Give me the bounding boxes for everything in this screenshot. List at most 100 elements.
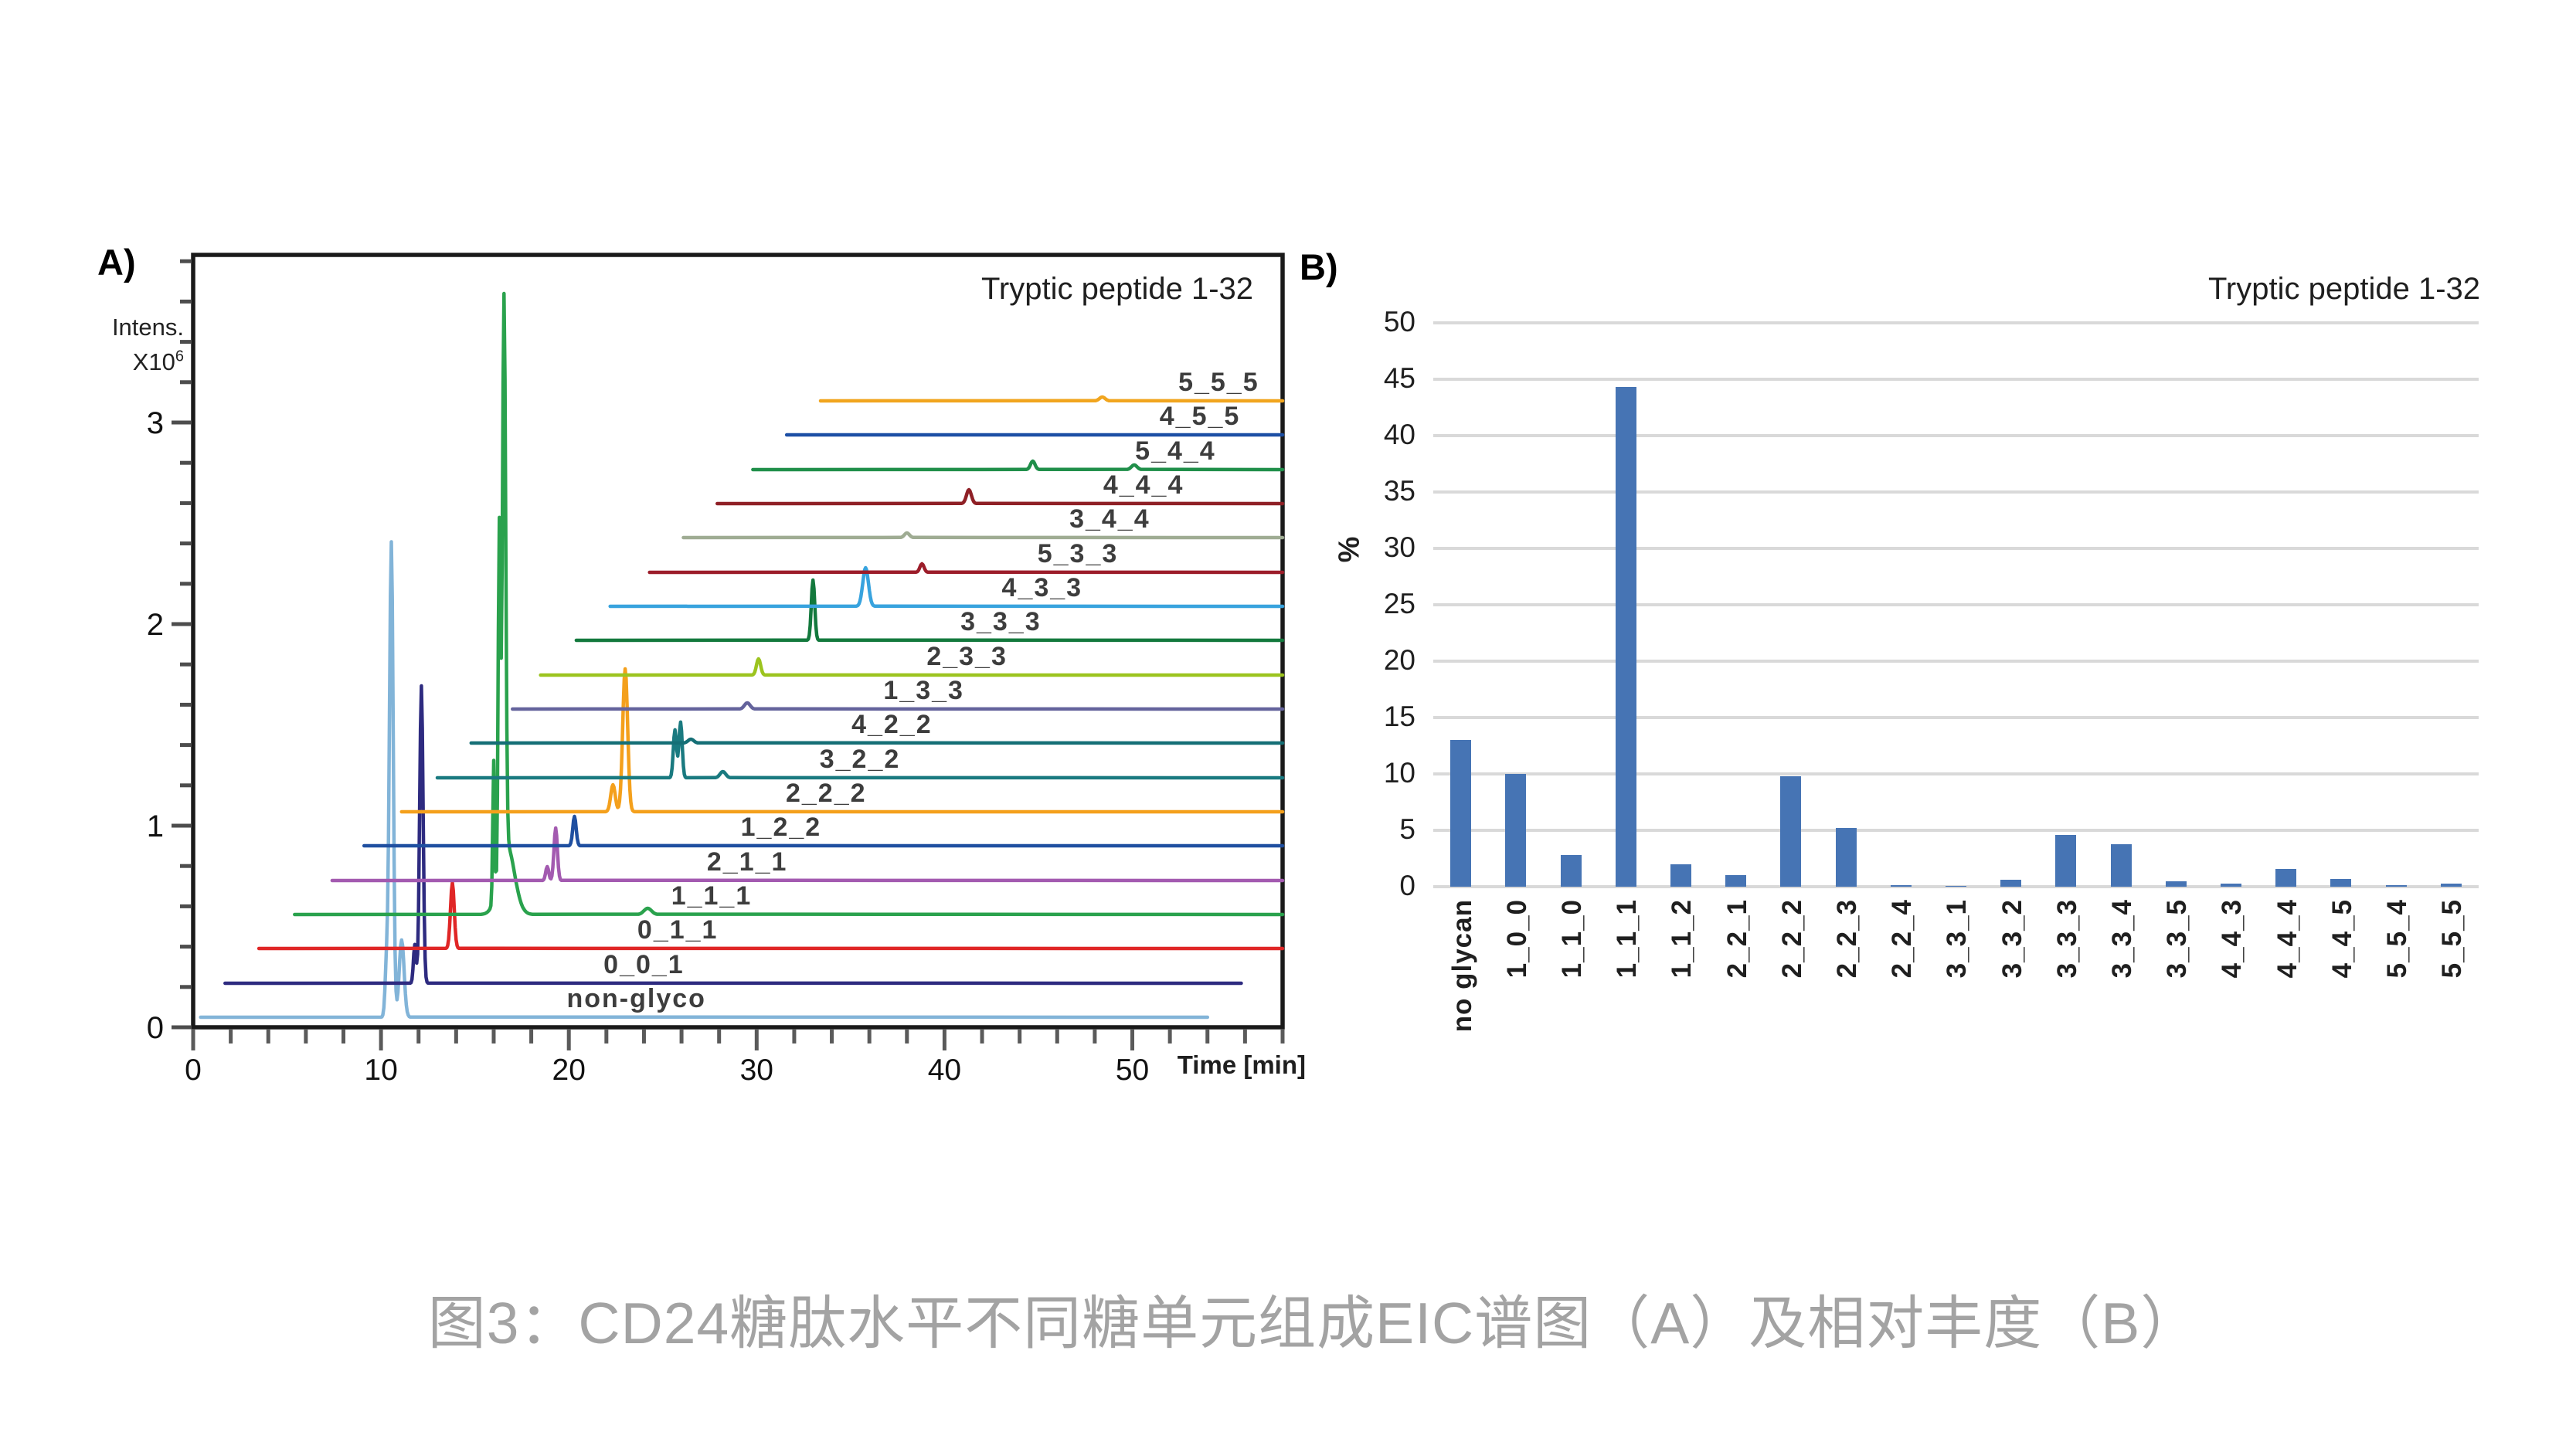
bar-1_1_0 [1560,855,1582,887]
gridline-0 [1433,885,2479,888]
x-tick-label-10: 10 [364,1054,397,1087]
b-y-tick-label-25: 25 [1383,588,1415,619]
bar-category-label-5_5_5: 5_5_5 [2437,899,2468,979]
trace-label-5_4_4: 5_4_4 [1135,436,1216,466]
trace-label-2_3_3: 2_3_3 [926,642,1008,671]
gridline-20 [1433,660,2479,663]
trace-label-0_0_1: 0_0_1 [603,950,685,979]
gridline-5 [1433,829,2479,832]
trace-non-glyco [199,540,1210,1020]
b-y-tick-label-45: 45 [1383,362,1415,394]
gridline-15 [1433,716,2479,719]
trace-label-2_1_1: 2_1_1 [707,847,788,877]
trace-label-3_4_4: 3_4_4 [1069,504,1150,534]
b-y-tick-label-20: 20 [1383,644,1415,676]
trace-label-0_1_1: 0_1_1 [637,915,719,945]
bar-2_2_3 [1835,828,1857,887]
bar-2_2_1 [1725,875,1747,887]
b-y-tick-label-35: 35 [1383,475,1415,507]
trace-label-5_5_5: 5_5_5 [1178,368,1259,397]
gridline-45 [1433,378,2479,381]
trace-label-3_3_3: 3_3_3 [960,607,1042,636]
bar-category-label-1_1_1: 1_1_1 [1612,899,1643,979]
trace-3_2_2 [435,720,1285,780]
bar-category-label-3_3_3: 3_3_3 [2051,899,2082,979]
x-tick-label-30: 30 [740,1054,773,1087]
trace-0_1_1 [257,881,1285,951]
trace-1_2_2 [362,814,1285,848]
b-y-tick-label-50: 50 [1383,306,1415,338]
bar-no-glycan [1450,740,1472,887]
bar-category-label-4_4_5: 4_4_5 [2326,899,2357,979]
bar-category-label-2_2_2: 2_2_2 [1776,899,1807,979]
panel-a-title: Tryptic peptide 1-32 [980,272,1253,306]
trace-5_3_3 [647,562,1285,575]
bar-category-label-3_3_2: 3_3_2 [1997,899,2027,979]
panel-a-label: A) [97,242,136,283]
bar-2_2_2 [1780,775,1802,887]
intensity-axis-label: Intens. X106 [111,314,184,375]
trace-label-4_2_2: 4_2_2 [851,710,933,739]
y-tick-label-1: 1 [147,809,164,843]
b-y-tick-label-10: 10 [1383,757,1415,789]
trace-3_4_4 [681,531,1285,540]
trace-5_4_4 [751,459,1285,472]
trace-2_2_2 [399,667,1285,814]
trace-label-3_2_2: 3_2_2 [820,745,901,774]
bar-3_3_1 [1945,886,1966,887]
bar-category-label-no-glycan: no glycan [1446,899,1477,1033]
gridline-50 [1433,321,2479,324]
bar-4_4_4 [2275,868,2297,887]
bar-2_2_4 [1890,884,1912,887]
bar-1_1_2 [1670,864,1691,887]
trace-4_3_3 [608,565,1285,609]
trace-1_3_3 [511,701,1285,711]
trace-label-1_3_3: 1_3_3 [883,676,964,705]
bar-category-label-2_2_3: 2_2_3 [1832,899,1862,979]
trace-3_3_3 [574,578,1285,643]
bar-category-label-4_4_3: 4_4_3 [2217,899,2248,979]
b-y-tick-label-40: 40 [1383,419,1415,450]
bar-3_3_3 [2055,834,2077,887]
b-y-tick-label-0: 0 [1399,870,1415,901]
gridline-10 [1433,772,2479,775]
bar-category-label-1_0_0: 1_0_0 [1501,899,1532,979]
trace-label-4_5_5: 4_5_5 [1160,402,1241,431]
trace-4_4_4 [715,487,1285,506]
x-tick-label-0: 0 [185,1054,202,1087]
bar-category-label-3_3_1: 3_3_1 [1942,899,1973,979]
trace-1_1_1 [293,291,1285,917]
gridline-25 [1433,603,2479,606]
x-tick-label-40: 40 [928,1054,961,1087]
trace-label-1_2_2: 1_2_2 [741,813,822,842]
time-axis-label: Time [min] [1177,1050,1306,1079]
bar-3_3_4 [2110,843,2132,887]
bar-category-label-2_2_1: 2_2_1 [1721,899,1752,979]
trace-2_3_3 [539,657,1285,677]
y-tick-label-0: 0 [147,1011,164,1045]
bar-5_5_5 [2440,883,2462,887]
bar-3_3_2 [2000,879,2022,887]
y-tick-label-2: 2 [147,608,164,642]
x-tick-label-50: 50 [1116,1054,1149,1087]
bar-4_4_5 [2330,878,2352,887]
b-y-tick-label-15: 15 [1383,701,1415,732]
bar-category-label-5_5_4: 5_5_4 [2382,899,2412,979]
bar-1_0_0 [1505,774,1527,887]
trace-4_2_2 [469,737,1285,745]
trace-label-non-glyco: non-glyco [567,984,706,1013]
trace-label-5_3_3: 5_3_3 [1038,539,1119,568]
bar-4_4_3 [2220,883,2241,887]
bar-category-label-3_3_4: 3_3_4 [2107,899,2137,979]
bar-category-label-1_1_2: 1_1_2 [1667,899,1698,979]
y-tick-label-3: 3 [147,406,164,440]
b-y-tick-label-30: 30 [1383,531,1415,563]
x-tick-label-20: 20 [552,1054,586,1087]
figure-caption: 图3：CD24糖肽水平不同糖单元组成EIC谱图（A）及相对丰度（B） [427,1291,2200,1356]
bar-category-label-4_4_4: 4_4_4 [2272,899,2302,979]
panel-b-label: B) [1300,246,1338,287]
bar-category-label-3_3_5: 3_3_5 [2162,899,2193,979]
trace-0_0_1 [223,684,1243,986]
